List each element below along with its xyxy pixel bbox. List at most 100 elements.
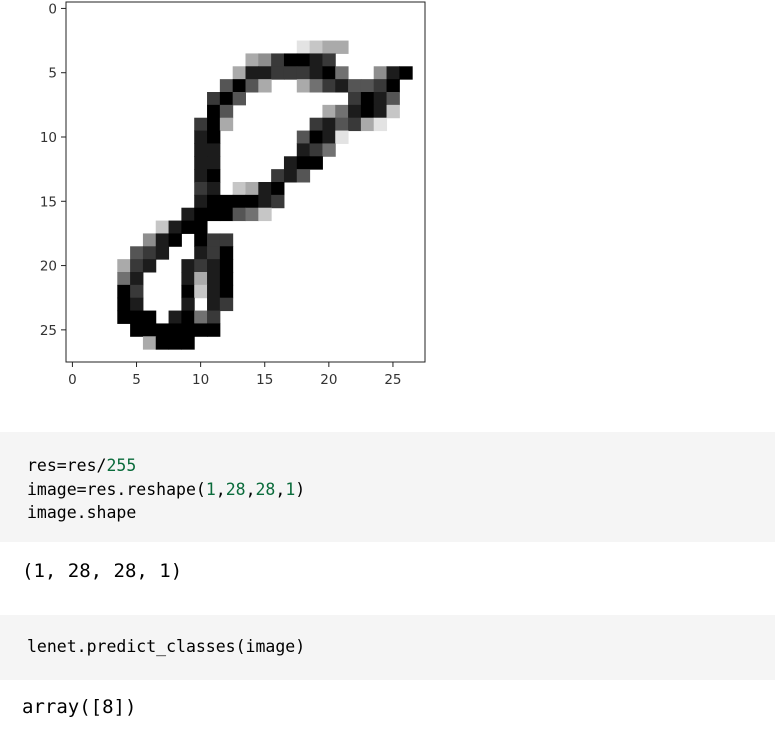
pixel-cell (142, 246, 157, 260)
pixel-cell (309, 130, 323, 144)
pixel-cell (207, 117, 221, 132)
pixel-cell (322, 143, 336, 157)
pixel-cell (245, 79, 259, 93)
y-tick-label: 15 (40, 194, 57, 210)
pixel-cell (232, 79, 246, 93)
pixel-cell (219, 297, 234, 312)
pixel-cell (348, 117, 362, 132)
pixel-cell (207, 297, 221, 312)
pixel-cell (309, 117, 323, 132)
x-tick-label: 20 (320, 372, 337, 388)
pixel-cell (194, 130, 208, 144)
pixel-cell (207, 143, 221, 157)
pixel-cell (130, 284, 144, 299)
pixel-cell (155, 220, 170, 234)
pixel-cell (219, 233, 234, 247)
pixel-cell (258, 194, 272, 209)
x-tick-label: 5 (132, 372, 141, 388)
pixel-cell (219, 284, 234, 299)
pixel-cell (309, 40, 323, 54)
pixel-cell (232, 182, 246, 196)
digit-image-plot: 0 5 10 15 20 25 0 5 10 15 20 25 (40, 1, 426, 388)
pixel-cell (245, 207, 259, 222)
pixel-cell (142, 323, 157, 337)
pixel-cell (194, 233, 208, 247)
digit-heatmap: 0 5 10 15 20 25 0 5 10 15 20 25 (40, 1, 426, 388)
pixel-cell (207, 272, 221, 286)
y-tick-label: 0 (48, 1, 57, 17)
pixel-cell (258, 79, 272, 93)
pixel-cell (117, 284, 131, 299)
pixel-cell (194, 272, 208, 286)
pixel-cell (245, 182, 259, 196)
pixel-cell (207, 259, 221, 273)
code-line-3: image.shape (27, 503, 137, 522)
pixel-cell (194, 323, 208, 337)
y-tick-label: 10 (40, 130, 57, 146)
pixel-cell (181, 207, 195, 222)
pixel-cell (194, 259, 208, 273)
code-cell-predict[interactable]: lenet.predict_classes(image) (0, 615, 775, 680)
pixel-cell (207, 310, 221, 324)
x-tick-label: 25 (384, 372, 401, 388)
pixel-cell (194, 143, 208, 157)
pixel-cell (219, 194, 234, 209)
pixel-cell (194, 207, 208, 222)
pixel-cell (181, 336, 195, 350)
pixel-cell (283, 156, 298, 170)
pixel-cell (335, 66, 349, 80)
pixel-cell (181, 310, 195, 324)
pixel-cell (219, 272, 234, 286)
pixel-cell (373, 104, 388, 119)
pixel-cell (386, 104, 400, 119)
pixel-cell (309, 53, 323, 67)
pixel-cell (283, 53, 298, 67)
pixel-cell (399, 66, 413, 80)
pixel-cell (360, 117, 375, 132)
pixel-cell (360, 104, 375, 119)
pixel-cell (181, 272, 195, 286)
pixel-cell (168, 323, 182, 337)
output-prediction-text: array([8]) (22, 696, 137, 718)
code-cell-reshape[interactable]: res=res/255 image=res.reshape(1,28,28,1)… (0, 432, 775, 542)
pixel-cell (232, 194, 246, 209)
pixel-cell (322, 53, 336, 67)
pixel-cell (194, 194, 208, 209)
pixel-cell (194, 169, 208, 183)
plot-frame (65, 1, 426, 363)
x-tick-label: 0 (68, 372, 77, 388)
pixel-cell (155, 336, 170, 350)
pixel-cell (194, 246, 208, 260)
pixel-cell (335, 40, 349, 54)
pixel-cell (283, 66, 298, 80)
pixel-cell (296, 130, 311, 144)
x-tick-label: 15 (256, 372, 273, 388)
pixel-cell (271, 182, 285, 196)
pixel-cell (207, 156, 221, 170)
pixel-cell (258, 207, 272, 222)
pixel-cell (258, 66, 272, 80)
pixel-cell (322, 117, 336, 132)
pixel-cell (360, 92, 375, 106)
pixel-cell (322, 130, 336, 144)
pixel-cell (296, 143, 311, 157)
pixel-cell (155, 233, 170, 247)
pixel-cell (181, 297, 195, 312)
pixel-cell (194, 156, 208, 170)
pixel-cell (309, 79, 323, 93)
pixel-cell (271, 169, 285, 183)
pixel-cell (219, 207, 234, 222)
pixel-cell (155, 323, 170, 337)
y-tick-label: 25 (40, 323, 57, 339)
pixel-cell (181, 259, 195, 273)
pixel-cell (130, 272, 144, 286)
pixel-cell (296, 40, 311, 54)
pixel-cell (194, 220, 208, 234)
pixel-cell (232, 207, 246, 222)
pixel-cell (309, 143, 323, 157)
pixel-cell (130, 323, 144, 337)
pixel-cell (322, 104, 336, 119)
pixel-cell (322, 79, 336, 93)
pixel-cell (130, 246, 144, 260)
pixel-cell (181, 284, 195, 299)
